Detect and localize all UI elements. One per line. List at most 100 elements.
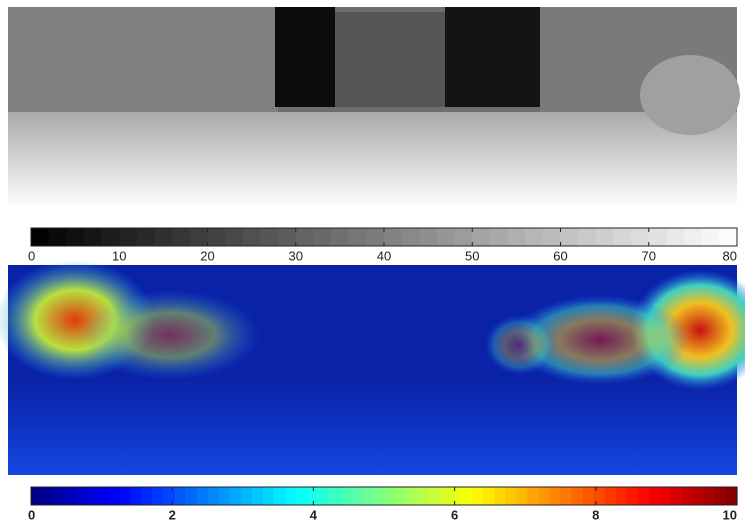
colorbar-step — [296, 487, 308, 505]
tick-label: 4 — [310, 507, 318, 522]
colorbar-step — [702, 228, 720, 246]
colorbar-step — [285, 487, 297, 505]
colorbar-step — [461, 487, 473, 505]
colorbar-step — [525, 228, 543, 246]
colorbar-step — [66, 228, 84, 246]
colorbar-step — [613, 228, 631, 246]
colorbar-step — [225, 228, 243, 246]
colorbar-step — [174, 487, 186, 505]
tick-label: 60 — [553, 248, 567, 263]
colorbar-step — [527, 487, 539, 505]
colorbar-step — [141, 487, 153, 505]
colorbar-step — [75, 487, 87, 505]
tick-label: 0 — [28, 248, 35, 263]
colorbar-step — [366, 228, 384, 246]
colorbar-step — [494, 487, 506, 505]
colorbar-step — [163, 487, 175, 505]
colorbar-step — [649, 487, 661, 505]
colorbar-step — [243, 228, 261, 246]
colorbar-step — [395, 487, 407, 505]
colorbar-step — [42, 487, 54, 505]
figure: 010203040506070800246810 — [0, 0, 745, 525]
colorbar-step — [349, 228, 367, 246]
colorbar-step — [704, 487, 716, 505]
tick-label: 8 — [592, 507, 599, 522]
colorbar-step — [384, 487, 396, 505]
colorbar-step — [384, 228, 402, 246]
colorbar-step — [472, 228, 490, 246]
colorbar-step — [84, 228, 102, 246]
colorbar-step — [402, 228, 420, 246]
colorbar-step — [561, 228, 579, 246]
colorbar-step — [649, 228, 667, 246]
colorbar-step — [671, 487, 683, 505]
colorbar-step — [406, 487, 418, 505]
colorbar-step — [31, 487, 43, 505]
colorbar-step — [278, 228, 296, 246]
colorbar-step — [185, 487, 197, 505]
tick-label: 50 — [465, 248, 479, 263]
colorbar-step — [437, 228, 455, 246]
colorbar-step — [715, 487, 727, 505]
tick-label: 70 — [642, 248, 656, 263]
tick-label: 6 — [451, 507, 458, 522]
colorbar-step — [102, 228, 120, 246]
tick-label: 40 — [377, 248, 391, 263]
colorbar-step — [682, 487, 694, 505]
colorbar-step — [313, 228, 331, 246]
colorbar-step — [505, 487, 517, 505]
colorbar-step — [693, 487, 705, 505]
colorbar-step — [53, 487, 65, 505]
colorbar-step — [666, 228, 684, 246]
page: 010203040506070800246810 (() => { const … — [0, 0, 745, 525]
colorbar-step — [627, 487, 639, 505]
tick-label: 30 — [289, 248, 303, 263]
tick-label: 80 — [723, 248, 737, 263]
colorbar-step — [583, 487, 595, 505]
colorbar-step — [172, 228, 190, 246]
colorbar-step — [543, 228, 561, 246]
colorbar-step — [417, 487, 429, 505]
tick-label: 20 — [200, 248, 214, 263]
colorbar-step — [208, 487, 220, 505]
colorbar-step — [329, 487, 341, 505]
colorbar-step — [296, 228, 314, 246]
colorbar-step — [119, 228, 137, 246]
tick-label: 2 — [169, 507, 176, 522]
colorbar-step — [86, 487, 98, 505]
colorbar-step — [130, 487, 142, 505]
colorbar-step — [260, 228, 278, 246]
tick-label: 0 — [28, 507, 35, 522]
colorbar-step — [549, 487, 561, 505]
colorbar-step — [64, 487, 76, 505]
colorbar-step — [373, 487, 385, 505]
colorbar-step — [230, 487, 242, 505]
colorbar-step — [572, 487, 584, 505]
colorbar-step — [684, 228, 702, 246]
colorbar-step — [331, 228, 349, 246]
colorbar-step — [119, 487, 131, 505]
colorbar-step — [31, 228, 49, 246]
colorbar-step — [516, 487, 528, 505]
colorbar-step — [97, 487, 109, 505]
colorbar-step — [252, 487, 264, 505]
colorbar-step — [196, 487, 208, 505]
colorbar-step — [208, 228, 226, 246]
colorbar-step — [419, 228, 437, 246]
colorbar-step — [49, 228, 67, 246]
colorbar-step — [455, 228, 473, 246]
colorbar-step — [561, 487, 573, 505]
colorbar-step — [219, 487, 231, 505]
error-image — [0, 260, 745, 475]
colorbar-step — [428, 487, 440, 505]
colorbar-step — [472, 487, 484, 505]
colorbar-step — [274, 487, 286, 505]
colorbar-step — [726, 487, 738, 505]
colorbar-step — [660, 487, 672, 505]
colorbar-step — [616, 487, 628, 505]
colorbar-step — [490, 228, 508, 246]
colorbar-step — [605, 487, 617, 505]
colorbar-step — [596, 228, 614, 246]
colorbar-step — [155, 228, 173, 246]
tick-label: 10 — [723, 507, 737, 522]
